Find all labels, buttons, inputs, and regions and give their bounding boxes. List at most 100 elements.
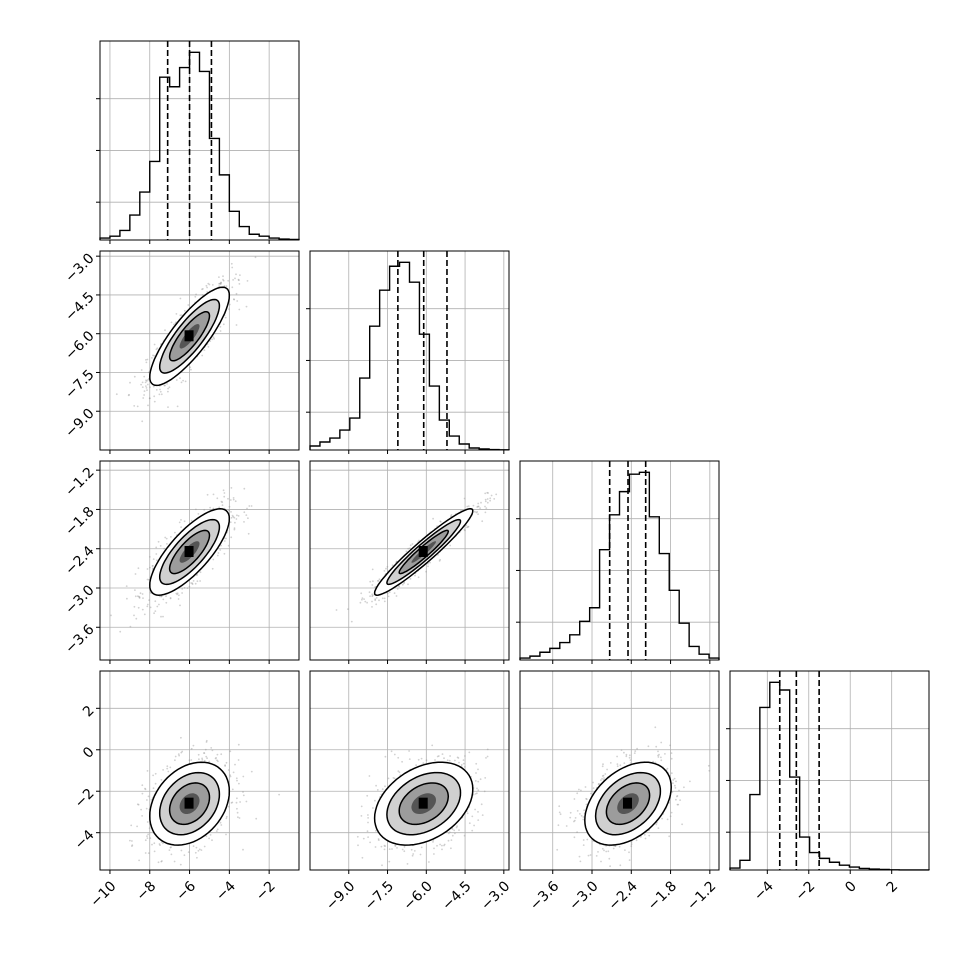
sample-point-2-0-773	[197, 513, 200, 515]
sample-point-3-0-477	[183, 854, 186, 857]
sample-point-3-2-184	[585, 803, 588, 806]
sample-point-2-1-145	[383, 600, 386, 603]
sample-point-3-0-515	[232, 771, 235, 774]
sample-point-3-0-795	[220, 753, 223, 756]
sample-point-3-1-317	[462, 759, 465, 761]
sample-point-2-0-265	[192, 580, 195, 582]
sample-point-2-0-659	[149, 591, 152, 594]
sample-point-1-0-841	[146, 358, 149, 361]
sample-point-3-2-102	[576, 810, 579, 812]
sample-point-2-1-552	[484, 511, 487, 514]
sample-point-3-1-821	[477, 768, 479, 771]
sample-point-2-1-108	[386, 565, 389, 568]
sample-point-2-1-671	[489, 497, 492, 500]
sample-point-3-1-66	[481, 814, 484, 816]
sample-point-2-0-200	[169, 597, 172, 600]
sample-point-3-1-415	[390, 750, 393, 753]
sample-point-1-0-115	[155, 389, 158, 391]
sample-point-2-1-551	[484, 498, 487, 501]
sample-point-2-1-547	[409, 578, 412, 580]
sample-point-3-0-820	[200, 849, 203, 851]
sample-point-3-2-188	[657, 750, 659, 753]
x-tick-label-0-4: −2	[253, 878, 279, 904]
sample-point-2-1-7	[388, 591, 391, 594]
sample-point-2-0-367	[211, 567, 214, 570]
sample-point-3-0-84	[196, 856, 198, 859]
y-tick-label-3-2: 0	[80, 744, 98, 762]
sample-point-3-0-842	[141, 815, 143, 817]
sample-point-2-0-729	[158, 595, 161, 598]
sample-point-2-0-169	[129, 625, 132, 628]
sample-point-1-0-184	[167, 387, 169, 390]
contour-1-0-1	[158, 298, 221, 374]
sample-point-2-0-488	[169, 597, 172, 599]
sample-point-3-0-141	[160, 779, 163, 781]
sample-point-2-0-349	[196, 580, 199, 583]
sample-point-3-2-227	[579, 860, 582, 863]
sample-point-3-2-241	[569, 811, 572, 814]
sample-point-2-0-657	[230, 487, 233, 489]
sample-point-3-0-686	[190, 747, 193, 750]
sample-point-2-0-286	[230, 511, 232, 513]
sample-point-3-1-887	[417, 758, 420, 761]
sample-point-3-1-776	[366, 830, 369, 833]
sample-point-2-0-28	[233, 527, 236, 530]
sample-point-3-0-53	[167, 770, 170, 773]
sample-point-1-0-591	[145, 379, 147, 382]
sample-point-2-1-844	[484, 500, 487, 503]
sample-point-2-1-523	[484, 505, 486, 508]
sample-point-2-1-437	[414, 574, 416, 577]
sample-point-3-0-278	[136, 825, 138, 828]
sample-point-2-0-248	[138, 596, 141, 599]
sample-point-2-0-859	[153, 612, 155, 615]
sample-point-1-0-565	[237, 278, 240, 281]
sample-point-3-1-468	[485, 757, 487, 759]
sample-point-2-1-72	[409, 544, 412, 547]
sample-point-2-0-383	[134, 595, 137, 598]
sample-point-2-1-838	[489, 499, 491, 502]
y-tick-label-1-0: −9.0	[62, 406, 97, 441]
sample-point-3-1-379	[448, 831, 451, 833]
sample-point-1-0-94	[173, 323, 175, 326]
y-tick-label-3-0: −4	[72, 827, 98, 853]
sample-point-2-1-751	[361, 597, 364, 599]
sample-point-3-2-6	[580, 789, 582, 792]
sample-point-3-0-311	[203, 845, 206, 848]
sample-point-2-1-385	[417, 576, 420, 579]
sample-point-2-0-230	[162, 615, 164, 618]
sample-point-1-0-285	[180, 381, 183, 384]
y-tick-label-1-4: −3.0	[62, 251, 97, 286]
sample-point-1-0-714	[148, 397, 151, 400]
sample-point-2-0-362	[212, 507, 215, 510]
sample-point-3-0-834	[224, 764, 226, 767]
sample-point-2-0-626	[216, 497, 219, 500]
sample-point-3-0-736	[227, 769, 230, 771]
sample-point-2-0-70	[233, 528, 236, 531]
sample-point-1-0-221	[222, 323, 225, 326]
sample-point-1-0-167	[219, 282, 221, 285]
sample-point-2-0-181	[146, 568, 149, 570]
sample-point-2-1-185	[449, 544, 452, 547]
sample-point-1-0-819	[228, 303, 231, 306]
sample-point-3-2-96	[558, 811, 561, 814]
sample-point-3-1-23	[449, 755, 451, 757]
sample-point-3-1-117	[388, 860, 391, 863]
sample-point-2-1-776	[486, 491, 489, 494]
sample-point-1-0-428	[220, 283, 222, 285]
sample-point-2-0-244	[165, 601, 168, 604]
sample-point-3-1-232	[480, 803, 483, 806]
sample-point-2-0-306	[245, 514, 248, 516]
sample-point-3-1-574	[474, 793, 477, 795]
sample-point-1-0-782	[211, 338, 213, 341]
sample-point-2-0-716	[138, 595, 140, 598]
sample-point-2-1-623	[439, 520, 442, 523]
sample-point-3-0-890	[203, 752, 205, 754]
sample-point-3-0-676	[166, 767, 169, 770]
sample-point-1-0-329	[147, 404, 149, 407]
sample-point-1-0-219	[146, 389, 148, 391]
sample-point-2-0-417	[181, 588, 184, 590]
sample-point-1-0-5	[145, 387, 148, 389]
sample-point-3-1-506	[436, 755, 439, 758]
sample-point-3-0-365	[168, 849, 171, 851]
sample-point-3-1-446	[372, 807, 374, 809]
